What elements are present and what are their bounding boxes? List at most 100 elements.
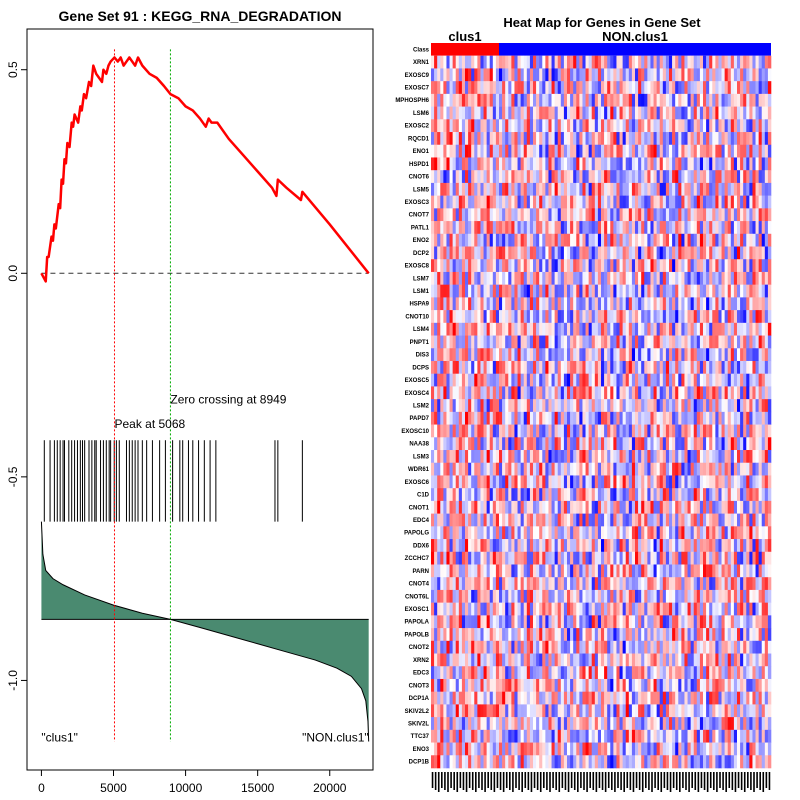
heatmap-cell	[434, 488, 438, 502]
heatmap-cell	[486, 348, 491, 362]
heatmap-cell	[570, 284, 574, 298]
heatmap-cell	[539, 81, 543, 95]
heatmap-cell	[653, 589, 657, 603]
heatmap-cell	[715, 399, 719, 413]
heatmap-cell	[752, 322, 756, 336]
heatmap-cell	[607, 577, 611, 591]
heatmap-cell	[446, 284, 450, 298]
heatmap-cell	[563, 539, 568, 553]
heatmap-cell	[529, 386, 534, 400]
heatmap-cell	[585, 539, 589, 553]
heatmap-cell	[499, 348, 503, 362]
heatmap-cell	[567, 526, 571, 540]
heatmap-cell	[597, 246, 602, 260]
heatmap-cell	[570, 68, 574, 82]
heatmap-cell	[539, 373, 543, 387]
heatmap-cell	[687, 81, 691, 95]
heatmap-cell	[486, 106, 491, 120]
heatmap-cell	[641, 589, 645, 603]
heatmap-cell	[452, 577, 457, 591]
heatmap-cell	[539, 259, 543, 273]
heatmap-cell	[492, 335, 497, 349]
heatmap-cell	[483, 119, 487, 133]
heatmap-cell	[693, 132, 698, 146]
heatmap-cell	[706, 259, 710, 273]
heatmap-cell	[523, 119, 528, 133]
heatmap-cell	[455, 462, 460, 476]
heatmap-cell	[718, 106, 722, 120]
heatmap-cell	[570, 170, 574, 184]
heatmap-cell	[619, 360, 623, 375]
heatmap-cell	[461, 564, 466, 578]
heatmap-cell	[767, 170, 772, 184]
heatmap-cell	[471, 55, 475, 69]
heatmap-cell	[733, 246, 738, 260]
heatmap-cell	[539, 55, 543, 69]
heatmap-cell	[449, 297, 453, 311]
heatmap-cell	[465, 360, 469, 375]
heatmap-cell	[737, 539, 741, 553]
heatmap-cell	[452, 246, 457, 260]
heatmap-cell	[737, 577, 741, 591]
heatmap-cell	[526, 615, 531, 629]
heatmap-cell	[767, 424, 772, 438]
heatmap-cell	[554, 119, 559, 133]
heatmap-cell	[672, 208, 676, 222]
heatmap-cell	[557, 310, 562, 324]
heatmap-cell	[526, 386, 531, 400]
heatmap-cell	[437, 602, 441, 616]
heatmap-cell	[641, 424, 645, 438]
heatmap-cell	[740, 55, 744, 69]
heatmap-cell	[764, 182, 769, 196]
heatmap-cell	[499, 81, 503, 95]
heatmap-cell	[644, 360, 648, 375]
heatmap-cell	[727, 437, 732, 451]
heatmap-cell	[594, 271, 599, 285]
heatmap-cell	[733, 373, 738, 387]
heatmap-cell	[520, 144, 525, 158]
heatmap-cell	[712, 450, 716, 464]
heatmap-cell	[560, 475, 565, 489]
heatmap-cell	[724, 577, 729, 591]
heatmap-cell	[699, 132, 704, 146]
heatmap-cell	[461, 437, 466, 451]
heatmap-cell	[715, 246, 719, 260]
heatmap-cell	[604, 513, 608, 527]
heatmap-cell	[715, 335, 719, 349]
heatmap-cell	[696, 450, 701, 464]
heatmap-cell	[502, 399, 506, 413]
heatmap-cell	[434, 81, 438, 95]
heatmap-cell	[573, 386, 577, 400]
heatmap-cell	[560, 271, 565, 285]
heatmap-cell	[560, 93, 565, 107]
heatmap-cell	[517, 322, 521, 336]
heatmap-cell	[483, 462, 487, 476]
heatmap-cell	[715, 539, 719, 553]
heatmap-cell	[567, 577, 571, 591]
heatmap-cell	[758, 577, 763, 591]
heatmap-cell	[724, 589, 729, 603]
heatmap-cell	[557, 271, 562, 285]
heatmap-cell	[480, 335, 484, 349]
heatmap-cell	[557, 526, 562, 540]
heatmap-cell	[641, 81, 645, 95]
heatmap-cell	[619, 615, 623, 629]
heatmap-cell	[437, 182, 441, 196]
heatmap-cell	[533, 157, 537, 171]
heatmap-cell	[718, 424, 722, 438]
heatmap-cell	[486, 335, 491, 349]
heatmap-cell	[483, 564, 487, 578]
heatmap-cell	[591, 297, 596, 311]
heatmap-cell	[755, 462, 759, 476]
heatmap-cell	[619, 386, 623, 400]
heatmap-cell	[489, 208, 494, 222]
heatmap-cell	[737, 526, 741, 540]
heatmap-cell	[641, 564, 645, 578]
heatmap-cell	[443, 589, 447, 603]
heatmap-cell	[607, 68, 611, 82]
heatmap-cell	[737, 500, 741, 514]
heatmap-cell	[594, 93, 599, 107]
heatmap-cell	[431, 259, 435, 273]
heatmap-cell	[588, 373, 593, 387]
heatmap-cell	[502, 373, 506, 387]
